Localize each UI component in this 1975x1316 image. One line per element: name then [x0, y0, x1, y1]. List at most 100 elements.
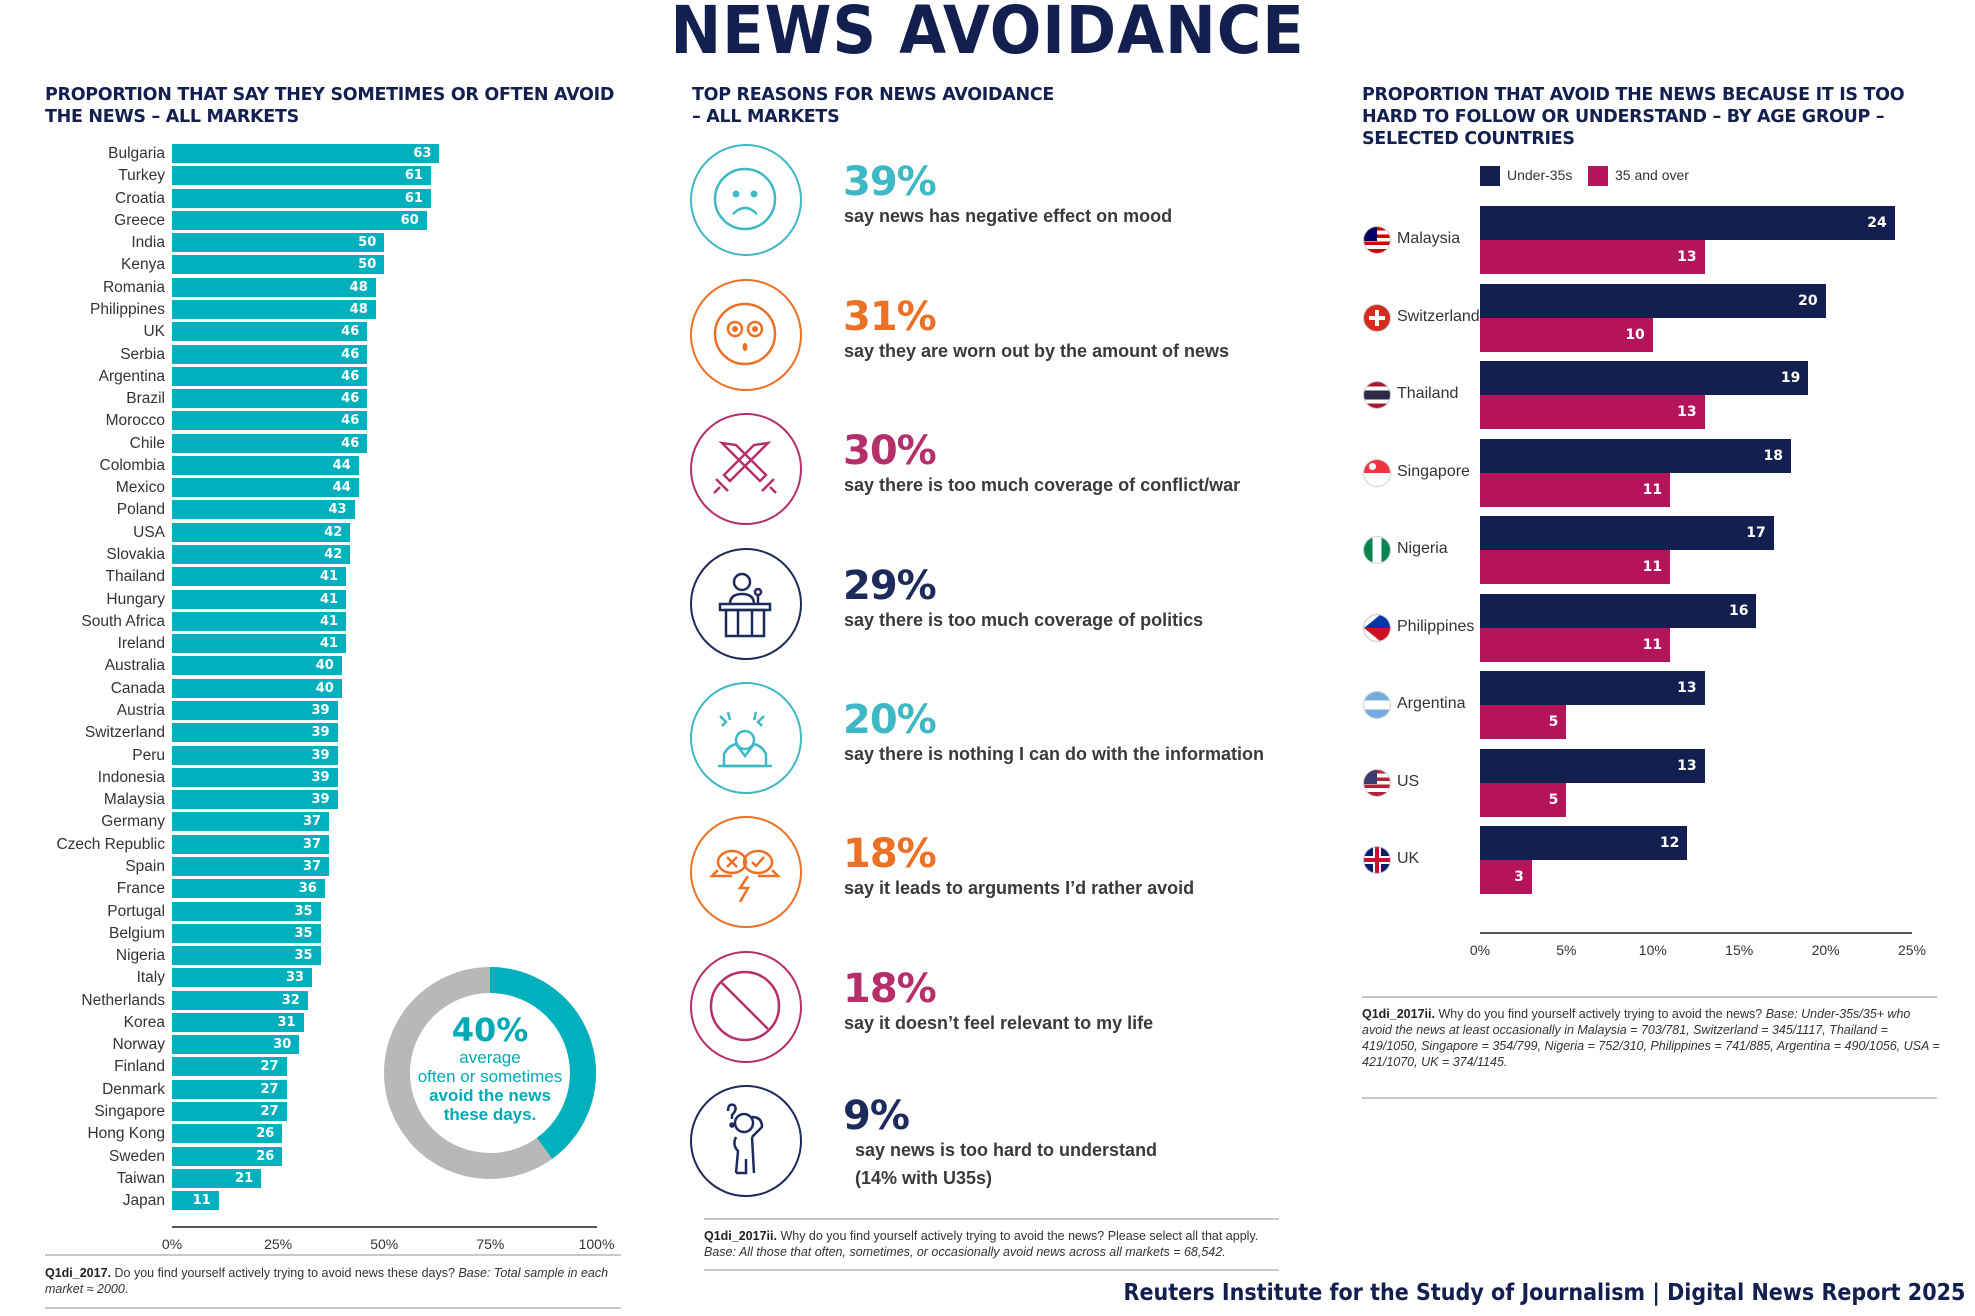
over-35-bar [1480, 782, 1567, 817]
market-bar-value: 27 [260, 1104, 279, 1120]
market-bar-value: 50 [358, 235, 377, 251]
under-35s-bar [1480, 671, 1705, 705]
country-label: Singapore [1397, 462, 1470, 480]
right-footnote-rule-top [1362, 996, 1937, 998]
right-x-axis-line [1480, 932, 1912, 934]
reason-percent: 30% [843, 428, 937, 474]
under-35s-bar-value: 12 [1659, 835, 1680, 851]
market-bar-value: 46 [341, 413, 360, 429]
market-label: France [116, 880, 165, 898]
reason-text: say they are worn out by the amount of n… [844, 341, 1230, 361]
reason-percent: 9% [843, 1093, 910, 1139]
reason-icon-circle [690, 279, 802, 391]
market-label: Switzerland [84, 724, 165, 742]
market-bar-value: 35 [294, 925, 313, 941]
market-label: Thailand [105, 568, 165, 586]
market-bar [172, 233, 385, 253]
market-bar-value: 21 [235, 1170, 254, 1186]
age-chart-title: PROPORTION THAT AVOID THE NEWS BECAUSE I… [1362, 84, 1905, 150]
over-35-bar-value: 3 [1514, 869, 1524, 885]
right-footnote-question-id: Q1di_2017ii. [1362, 1007, 1435, 1021]
donut-caption-line4: these days. [443, 1105, 537, 1124]
reason-text-note: (14% with U35s) [855, 1168, 993, 1188]
left-footnote: Q1di_2017. Do you find yourself actively… [45, 1265, 621, 1297]
country-label: US [1397, 772, 1420, 790]
x-tick-label: 75% [476, 1236, 505, 1252]
under-35s-bar [1480, 516, 1774, 550]
market-bar [172, 277, 376, 297]
over-35-bar [1480, 317, 1653, 352]
reason-percent: 39% [843, 159, 937, 205]
over-35-bar [1480, 627, 1671, 662]
market-label: Belgium [109, 924, 165, 942]
market-bar-value: 42 [324, 524, 343, 540]
reason-percent: 18% [843, 831, 937, 877]
right-footnote: Q1di_2017ii. Why do you find yourself ac… [1362, 1006, 1942, 1070]
market-label: Korea [123, 1013, 165, 1031]
under-35s-bar [1480, 826, 1688, 860]
market-bar-value: 33 [285, 970, 305, 986]
reason-icon-circle [690, 144, 802, 256]
reason-icon-circle [690, 413, 802, 525]
flag-philippines-icon [1364, 614, 1390, 641]
market-bar-value: 41 [319, 636, 339, 652]
middle-footnote-rule-top [704, 1218, 1279, 1220]
right-footnote-question: Why do you find yourself actively trying… [1434, 1007, 1766, 1021]
market-bar-value: 35 [294, 903, 313, 919]
market-bar-value: 44 [332, 457, 351, 473]
over-35-bar [1480, 705, 1567, 739]
market-label: Netherlands [81, 991, 165, 1009]
under-35s-bar-value: 13 [1677, 757, 1697, 774]
market-bar [172, 1124, 283, 1144]
reason-text: say there is too much coverage of politi… [844, 610, 1204, 630]
market-bar [172, 299, 376, 319]
market-bar [172, 1146, 283, 1166]
market-label: Morocco [105, 412, 165, 430]
under-35s-bar [1480, 748, 1705, 783]
market-bar [172, 433, 368, 453]
market-label: Bulgaria [108, 145, 165, 162]
x-tick-label: 10% [1638, 942, 1667, 958]
legend-label-35-and-over: 35 and over [1615, 167, 1689, 183]
market-label: Malaysia [103, 791, 165, 809]
flag-malaysia-icon [1364, 227, 1390, 253]
age-chart-title-line3: SELECTED COUNTRIES [1362, 129, 1575, 149]
market-bar [172, 901, 321, 921]
reason-icon-circle [690, 548, 802, 660]
market-bar [172, 567, 347, 587]
market-label: Indonesia [97, 768, 165, 786]
market-bar [172, 790, 338, 810]
country-label: Nigeria [1397, 540, 1448, 557]
market-bar-value: 46 [341, 346, 360, 362]
market-bar-value: 60 [400, 212, 419, 228]
market-bar-value: 41 [319, 591, 339, 607]
over-35-bar [1480, 240, 1705, 274]
x-tick-label: 0% [161, 1236, 183, 1252]
market-bar-value: 27 [260, 1081, 279, 1097]
market-bar [172, 812, 330, 832]
market-bar-value: 40 [315, 658, 334, 674]
market-bar [172, 1035, 300, 1055]
market-bar-value: 46 [341, 368, 360, 384]
market-bar-value: 26 [256, 1148, 275, 1164]
market-bar-value: 39 [311, 725, 330, 741]
market-label: Australia [104, 657, 165, 675]
market-bar [172, 856, 330, 876]
market-bar-value: 61 [404, 168, 423, 184]
market-bar-value: 40 [315, 680, 334, 696]
flag-uk-icon [1364, 847, 1390, 873]
over-35-bar [1480, 550, 1671, 584]
market-bar [172, 344, 368, 364]
market-bar-value: 39 [311, 792, 330, 808]
left-footnote-question: Do you find yourself actively trying to … [111, 1266, 459, 1280]
market-bar-value: 35 [294, 948, 313, 964]
market-bar-value: 48 [349, 301, 368, 317]
donut-value-arc [384, 967, 596, 1179]
market-bar [172, 1168, 262, 1188]
market-bar-value: 41 [319, 569, 339, 585]
market-bar [172, 389, 368, 409]
market-bar [172, 990, 308, 1010]
page-title: NEWS AVOIDANCE [670, 0, 1305, 69]
reasons-title-line1: TOP REASONS FOR NEWS AVOIDANCE [692, 85, 1055, 105]
right-footnote-base: Base: Under-35s/35+ who avoid the news a… [1362, 1007, 1940, 1069]
